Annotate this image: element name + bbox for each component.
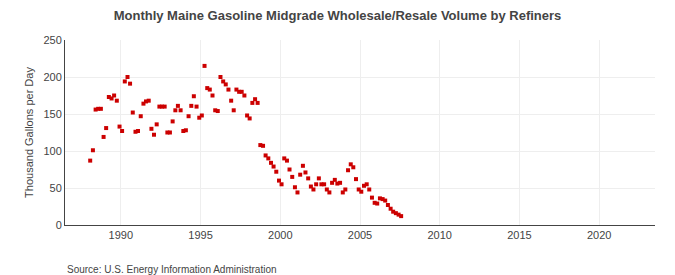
svg-text:100: 100	[43, 145, 61, 157]
svg-text:2020: 2020	[587, 229, 611, 241]
svg-text:Monthly Maine Gasoline Midgrad: Monthly Maine Gasoline Midgrade Wholesal…	[114, 8, 562, 23]
svg-text:1990: 1990	[109, 229, 133, 241]
svg-text:Thousand Gallons per Day: Thousand Gallons per Day	[23, 67, 35, 198]
svg-text:2000: 2000	[268, 229, 292, 241]
svg-text:2010: 2010	[427, 229, 451, 241]
svg-text:1995: 1995	[188, 229, 212, 241]
svg-text:150: 150	[43, 108, 61, 120]
svg-text:Source: U.S. Energy Informatio: Source: U.S. Energy Information Administ…	[67, 264, 277, 275]
svg-text:2005: 2005	[348, 229, 372, 241]
svg-text:0: 0	[56, 219, 62, 231]
svg-text:2015: 2015	[507, 229, 531, 241]
svg-text:200: 200	[43, 71, 61, 83]
svg-text:50: 50	[50, 182, 62, 194]
svg-text:250: 250	[43, 34, 61, 46]
